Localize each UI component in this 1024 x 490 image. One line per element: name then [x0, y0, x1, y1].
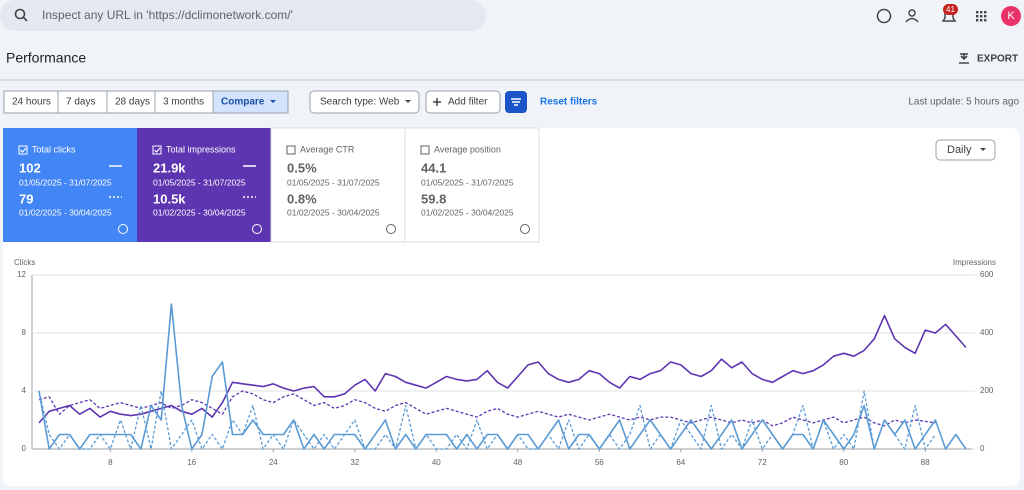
search-type-button[interactable]: [309, 90, 420, 114]
y2-tick-label: 0: [980, 444, 985, 453]
metric-current: 102: [19, 160, 41, 175]
help-icon: [252, 224, 262, 234]
y2-axis-label: Impressions: [953, 258, 996, 267]
help-icon[interactable]: [876, 8, 892, 24]
series-line: [38, 303, 967, 450]
notification-count: 41: [946, 5, 955, 14]
series-line: [38, 390, 936, 450]
checkbox: [286, 145, 296, 155]
help-icon: [118, 224, 128, 234]
metric-previous-range: 01/02/2025 - 30/04/2025: [421, 207, 514, 217]
x-tick-label: 32: [350, 458, 359, 467]
x-tick-label: 80: [839, 458, 848, 467]
series-line: [38, 390, 936, 427]
metric-current: 44.1: [421, 160, 446, 175]
x-tick-label: 48: [513, 458, 522, 467]
range-label: 7 days: [66, 97, 95, 108]
metric-previous: 59.8: [421, 191, 446, 206]
metric-previous: 10.5k: [153, 191, 186, 206]
granularity-button[interactable]: [935, 139, 996, 161]
last-update: Last update: 5 hours ago: [908, 97, 1019, 108]
x-tick-label: 72: [758, 458, 767, 467]
search-icon: [14, 8, 26, 20]
dropdown-arrow: [270, 100, 276, 103]
y-tick-label: 0: [22, 444, 27, 453]
checkmark: [20, 147, 27, 153]
checkbox: [152, 145, 162, 155]
search-bar[interactable]: [0, 0, 486, 31]
page-title: Performance: [6, 50, 86, 66]
metric-previous-range: 01/02/2025 - 30/04/2025: [287, 207, 380, 217]
avatar-letter: K: [1007, 10, 1015, 22]
x-tick-label: 8: [108, 458, 113, 467]
notification-badge: [943, 4, 958, 15]
x-tick-label: 16: [187, 458, 196, 467]
metric-card[interactable]: [270, 127, 406, 243]
export-button[interactable]: EXPORT: [977, 54, 1018, 65]
avatar[interactable]: [1001, 6, 1021, 26]
add-filter-label: Add filter: [448, 97, 488, 108]
metric-label: Average position: [434, 144, 501, 154]
range-label: 24 hours: [12, 97, 51, 108]
export-icon: [959, 53, 969, 64]
search-placeholder: Inspect any URL in 'https://dclimonetwor…: [42, 8, 293, 22]
checkbox: [18, 145, 28, 155]
metric-card[interactable]: [404, 127, 540, 243]
x-tick-label: 24: [269, 458, 278, 467]
apps-icon[interactable]: [976, 11, 987, 22]
help-icon: [520, 224, 530, 234]
metric-previous-range: 01/02/2025 - 30/04/2025: [153, 207, 246, 217]
metric-current: 0.5%: [287, 160, 317, 175]
y-axis-label: Clicks: [14, 258, 35, 267]
granularity-label: Daily: [947, 144, 972, 156]
metric-label: Total clicks: [32, 144, 76, 154]
add-filter-button[interactable]: [425, 90, 501, 114]
metric-card[interactable]: [3, 128, 137, 242]
y2-tick-label: 600: [980, 270, 994, 279]
metric-current-range: 01/05/2025 - 31/07/2025: [153, 177, 246, 187]
range-label: Compare: [221, 97, 265, 108]
metric-current-range: 01/05/2025 - 31/07/2025: [287, 177, 380, 187]
metric-current: 21.9k: [153, 160, 186, 175]
y-tick-label: 8: [22, 328, 27, 337]
account-icon[interactable]: [908, 9, 916, 17]
metric-previous: 0.8%: [287, 191, 317, 206]
range-label: 28 days: [115, 97, 150, 108]
x-tick-label: 88: [921, 458, 930, 467]
range-label: 3 months: [163, 97, 204, 108]
x-tick-label: 40: [432, 458, 441, 467]
account-icon: [905, 17, 919, 23]
y2-tick-label: 400: [980, 328, 994, 337]
search-icon: [22, 16, 28, 22]
filter-icon: [511, 98, 521, 106]
metric-current-range: 01/05/2025 - 31/07/2025: [421, 177, 514, 187]
checkbox: [420, 145, 430, 155]
x-tick-label: 56: [595, 458, 604, 467]
y-tick-label: 12: [17, 270, 26, 279]
search-type-label: Search type: Web: [320, 97, 400, 108]
metric-previous: 79: [19, 191, 33, 206]
range-button[interactable]: [212, 90, 289, 114]
checkmark: [154, 147, 161, 153]
metric-label: Average CTR: [300, 144, 355, 154]
y2-tick-label: 200: [980, 386, 994, 395]
plus-icon: [433, 98, 441, 106]
metric-previous-range: 01/02/2025 - 30/04/2025: [19, 207, 112, 217]
series-line: [38, 314, 967, 424]
help-icon: [386, 224, 396, 234]
metric-card[interactable]: [137, 128, 271, 242]
metric-label: Total impressions: [166, 144, 236, 154]
reset-filters[interactable]: Reset filters: [540, 97, 598, 108]
y-tick-label: 4: [22, 386, 27, 395]
metric-current-range: 01/05/2025 - 31/07/2025: [19, 177, 112, 187]
x-tick-label: 64: [676, 458, 685, 467]
dropdown-arrow: [980, 148, 986, 151]
dropdown-arrow: [405, 100, 411, 103]
